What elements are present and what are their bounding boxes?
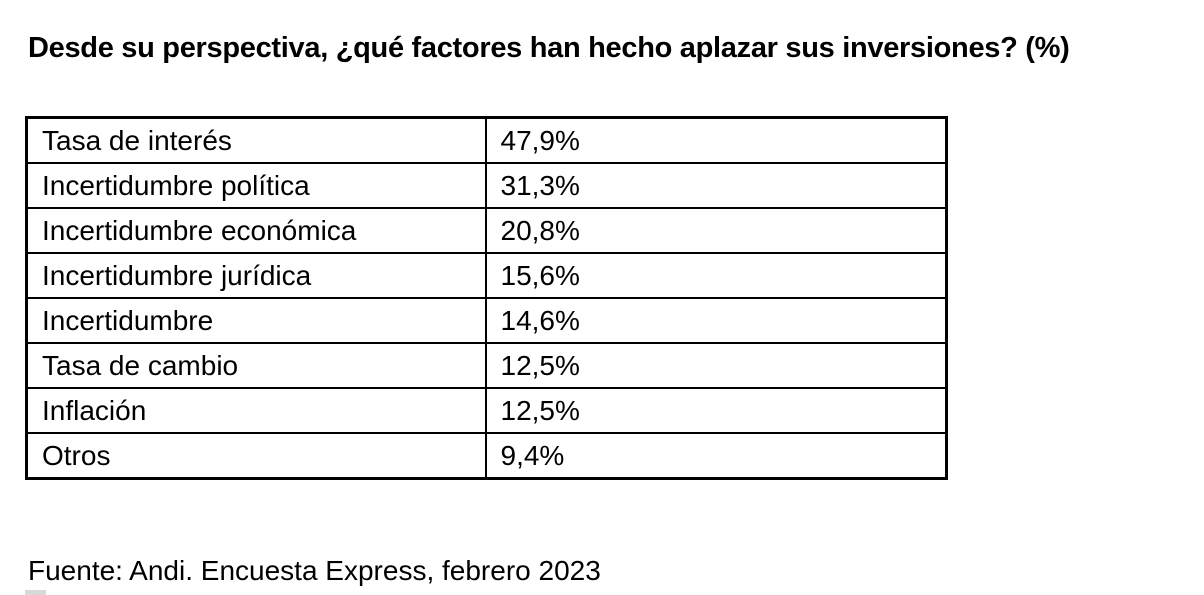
- table-row: Tasa de interés 47,9%: [25, 116, 948, 164]
- value-cell: 12,5%: [484, 342, 948, 389]
- value-cell: 31,3%: [484, 162, 948, 209]
- table-row: Incertidumbre política 31,3%: [25, 162, 948, 209]
- cropped-element-fragment: [25, 590, 46, 595]
- factor-cell: Incertidumbre jurídica: [25, 252, 487, 299]
- factor-cell: Otros: [25, 432, 487, 480]
- value-cell: 15,6%: [484, 252, 948, 299]
- table-row: Incertidumbre jurídica 15,6%: [25, 252, 948, 299]
- factor-cell: Incertidumbre política: [25, 162, 487, 209]
- factors-table: Tasa de interés 47,9% Incertidumbre polí…: [25, 116, 948, 480]
- factor-cell: Tasa de interés: [25, 116, 487, 164]
- table-row: Incertidumbre económica 20,8%: [25, 207, 948, 254]
- value-cell: 20,8%: [484, 207, 948, 254]
- factor-cell: Tasa de cambio: [25, 342, 487, 389]
- value-cell: 9,4%: [484, 432, 948, 480]
- table-row: Otros 9,4%: [25, 432, 948, 480]
- value-cell: 12,5%: [484, 387, 948, 434]
- factor-cell: Inflación: [25, 387, 487, 434]
- factor-cell: Incertidumbre: [25, 297, 487, 344]
- value-cell: 47,9%: [484, 116, 948, 164]
- table-row: Incertidumbre 14,6%: [25, 297, 948, 344]
- page-title: Desde su perspectiva, ¿qué factores han …: [28, 32, 1070, 64]
- source-note: Fuente: Andi. Encuesta Express, febrero …: [28, 555, 601, 586]
- table-row: Inflación 12,5%: [25, 387, 948, 434]
- factor-cell: Incertidumbre económica: [25, 207, 487, 254]
- value-cell: 14,6%: [484, 297, 948, 344]
- table-row: Tasa de cambio 12,5%: [25, 342, 948, 389]
